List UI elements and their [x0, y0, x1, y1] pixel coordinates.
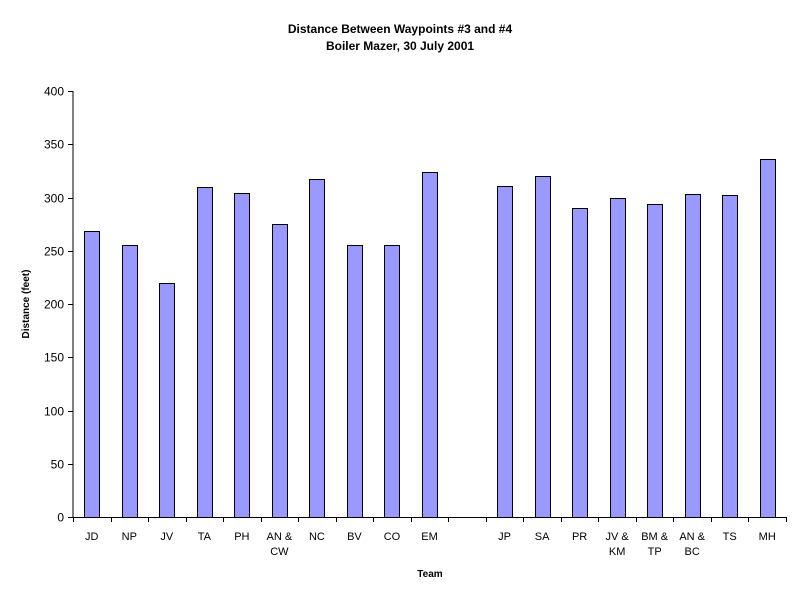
x-tick-label: BM & TP [641, 531, 669, 558]
bar [610, 198, 626, 518]
x-tick-label: JV & KM [606, 531, 630, 558]
x-tick-label: SA [535, 531, 550, 543]
bar [197, 187, 213, 518]
x-tick-label: PH [234, 531, 249, 543]
x-tick-label: JP [498, 531, 511, 543]
y-tick-label: 50 [51, 458, 65, 472]
plot-area: 0 50 100 150 200 250 300 350 400 JD NP JV TA PH AN & CW… [44, 85, 787, 558]
bar [309, 179, 325, 518]
x-tick-label: JD [85, 531, 99, 543]
y-tick-label: 100 [44, 405, 64, 419]
x-tick-label: MH [759, 531, 776, 543]
bar [84, 231, 100, 518]
bar [234, 193, 250, 518]
bar [760, 159, 776, 518]
bar [384, 245, 400, 518]
x-tick-label: TA [198, 531, 212, 543]
x-tick-label: NC [309, 531, 325, 543]
x-tick-label: NP [122, 531, 137, 543]
bar [535, 176, 551, 518]
bar [647, 204, 663, 518]
bar [347, 245, 363, 518]
y-axis-title: Distance (feet) [21, 270, 32, 339]
bar [685, 194, 701, 518]
y-tick-label: 150 [44, 351, 64, 365]
y-tick-label: 350 [44, 138, 64, 152]
bar [572, 208, 588, 518]
x-tick-label: CO [384, 531, 401, 543]
x-tick-label: AN & BC [679, 531, 705, 558]
bar [272, 224, 288, 518]
x-axis-title: Team [417, 569, 442, 580]
x-tick-label: JV [160, 531, 174, 543]
bar [122, 245, 138, 518]
chart-title: Distance Between Waypoints #3 and #4 [288, 22, 513, 36]
x-tick-label: BV [347, 531, 362, 543]
y-tick-label: 250 [44, 245, 64, 259]
bar [159, 283, 175, 518]
bar [722, 195, 738, 518]
x-tick-label: EM [421, 531, 438, 543]
y-tick-label: 0 [57, 511, 64, 525]
x-tick-label: PR [572, 531, 587, 543]
y-tick-label: 400 [44, 85, 64, 99]
x-tick-label: AN & CW [267, 531, 293, 558]
y-tick-label: 300 [44, 192, 64, 206]
bar [422, 172, 438, 518]
x-tick-label: TS [723, 531, 737, 543]
y-tick-label: 200 [44, 298, 64, 312]
bar [497, 186, 513, 518]
chart-subtitle: Boiler Mazer, 30 July 2001 [326, 39, 474, 53]
